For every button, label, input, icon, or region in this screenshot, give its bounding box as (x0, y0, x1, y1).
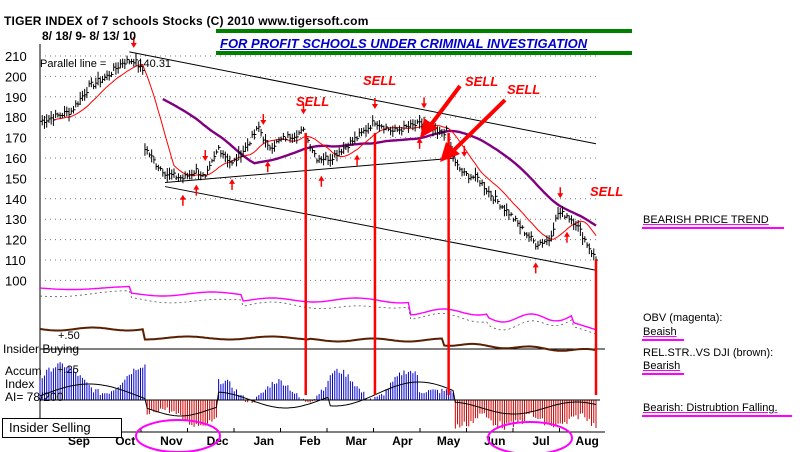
insider-buying-label: Insider Buying (3, 342, 80, 356)
buy-arrow-small-5-head (318, 175, 325, 181)
highlight-ellipse-jun (487, 421, 573, 452)
x-tick-label-Aug: Aug (576, 434, 599, 448)
insider-selling-label: Insider Selling (2, 418, 122, 438)
plus25-label: +.25 (57, 364, 79, 376)
sell-label-2: SELL (363, 73, 397, 88)
x-tick-label-Jul: Jul (532, 434, 549, 448)
ai-label: AI= 78/200 (5, 390, 64, 404)
distribution-note: Bearish: Distrubtion Falling. (643, 402, 778, 414)
sell-label-5: SELL (590, 184, 624, 199)
buy-arrow-small-4-head (264, 161, 271, 167)
sell-label-4: SELL (507, 82, 541, 97)
relstr-note-title: REL.STR..VS DJI (brown): (643, 347, 774, 359)
accum-label: Accum (5, 364, 42, 378)
y-tick-label-210: 210 (5, 49, 27, 64)
buy-arrow-small-7-head (416, 137, 423, 143)
short-moving-average-line (53, 63, 597, 240)
big-sell-arrow-2-head (440, 142, 460, 162)
sell-arrow-small-7-head (461, 151, 468, 157)
y-tick-label-140: 140 (5, 192, 27, 207)
y-tick-label-150: 150 (5, 171, 27, 186)
y-tick-label-130: 130 (5, 212, 27, 227)
trend-note: BEARISH PRICE TREND (643, 214, 769, 226)
sell-label-1: SELL (296, 94, 330, 109)
long-moving-average-line (162, 98, 597, 227)
y-tick-label-170: 170 (5, 131, 27, 146)
relstr-note-value: Bearish (643, 360, 681, 372)
buy-arrow-small-3-head (229, 178, 236, 184)
parallel-line-text: Parallel line = (40, 58, 107, 70)
x-tick-label-May: May (437, 434, 461, 448)
x-tick-label-Feb: Feb (299, 434, 320, 448)
buy-arrow-small-8-head (532, 262, 539, 268)
y-tick-label-200: 200 (5, 69, 27, 84)
sell-arrow-small-5-head (371, 104, 378, 110)
plus50-label: +.50 (58, 330, 80, 342)
parallel-line-label: Parallel line = 140.31 (40, 58, 171, 70)
buy-arrow-small-9-head (563, 231, 570, 237)
buy-arrow-small-1-head (179, 194, 186, 200)
x-tick-label-Mar: Mar (346, 434, 368, 448)
x-tick-label-Jun: Jun (484, 434, 505, 448)
big-sell-arrow-1 (428, 84, 462, 128)
y-tick-label-110: 110 (5, 253, 26, 268)
big-sell-arrow-1-head (420, 118, 438, 138)
buy-arrow-small-6-head (354, 154, 361, 160)
relative-strength-line (39, 326, 597, 352)
y-tick-label-190: 190 (5, 90, 27, 105)
obv-line (39, 285, 597, 331)
x-tick-label-Jan: Jan (253, 434, 274, 448)
highlight-ellipse-nov (135, 419, 221, 452)
buy-arrow-small-2-head (193, 184, 200, 190)
trend-line-3 (165, 157, 456, 183)
y-tick-label-180: 180 (5, 110, 27, 125)
sell-arrow-small-3-head (260, 120, 267, 126)
index-label: Index (5, 377, 35, 391)
parallel-line-value: 140.31 (137, 58, 172, 70)
y-tick-label-160: 160 (5, 151, 27, 166)
sell-arrow-small-4-head (300, 109, 307, 115)
obv-moving-average (39, 290, 597, 335)
x-tick-label-Nov: Nov (160, 434, 183, 448)
y-tick-label-100: 100 (5, 273, 27, 288)
sell-label-3: SELL (465, 74, 499, 89)
banner-title: FOR PROFIT SCHOOLS UNDER CRIMINAL INVEST… (220, 36, 588, 51)
date-range: 8/ 18/ 9- 8/ 13/ 10 (42, 29, 137, 43)
sell-arrow-small-6-head (421, 103, 428, 109)
obv-note-title: OBV (magenta): (643, 312, 723, 324)
sell-arrow-small-2-head (202, 156, 209, 162)
chart-title: TIGER INDEX of 7 schools Stocks (C) 2010… (4, 14, 369, 28)
sell-arrow-small-8-head (557, 193, 564, 199)
x-tick-label-Apr: Apr (392, 434, 413, 448)
trend-line-1 (129, 51, 597, 145)
y-tick-label-120: 120 (5, 233, 27, 248)
trend-line-2 (164, 186, 597, 271)
sell-arrow-small-1-head (130, 42, 137, 48)
big-sell-arrow-2 (450, 98, 507, 154)
accum-moving-average (39, 381, 597, 417)
obv-note-value: Beaish (643, 326, 677, 338)
